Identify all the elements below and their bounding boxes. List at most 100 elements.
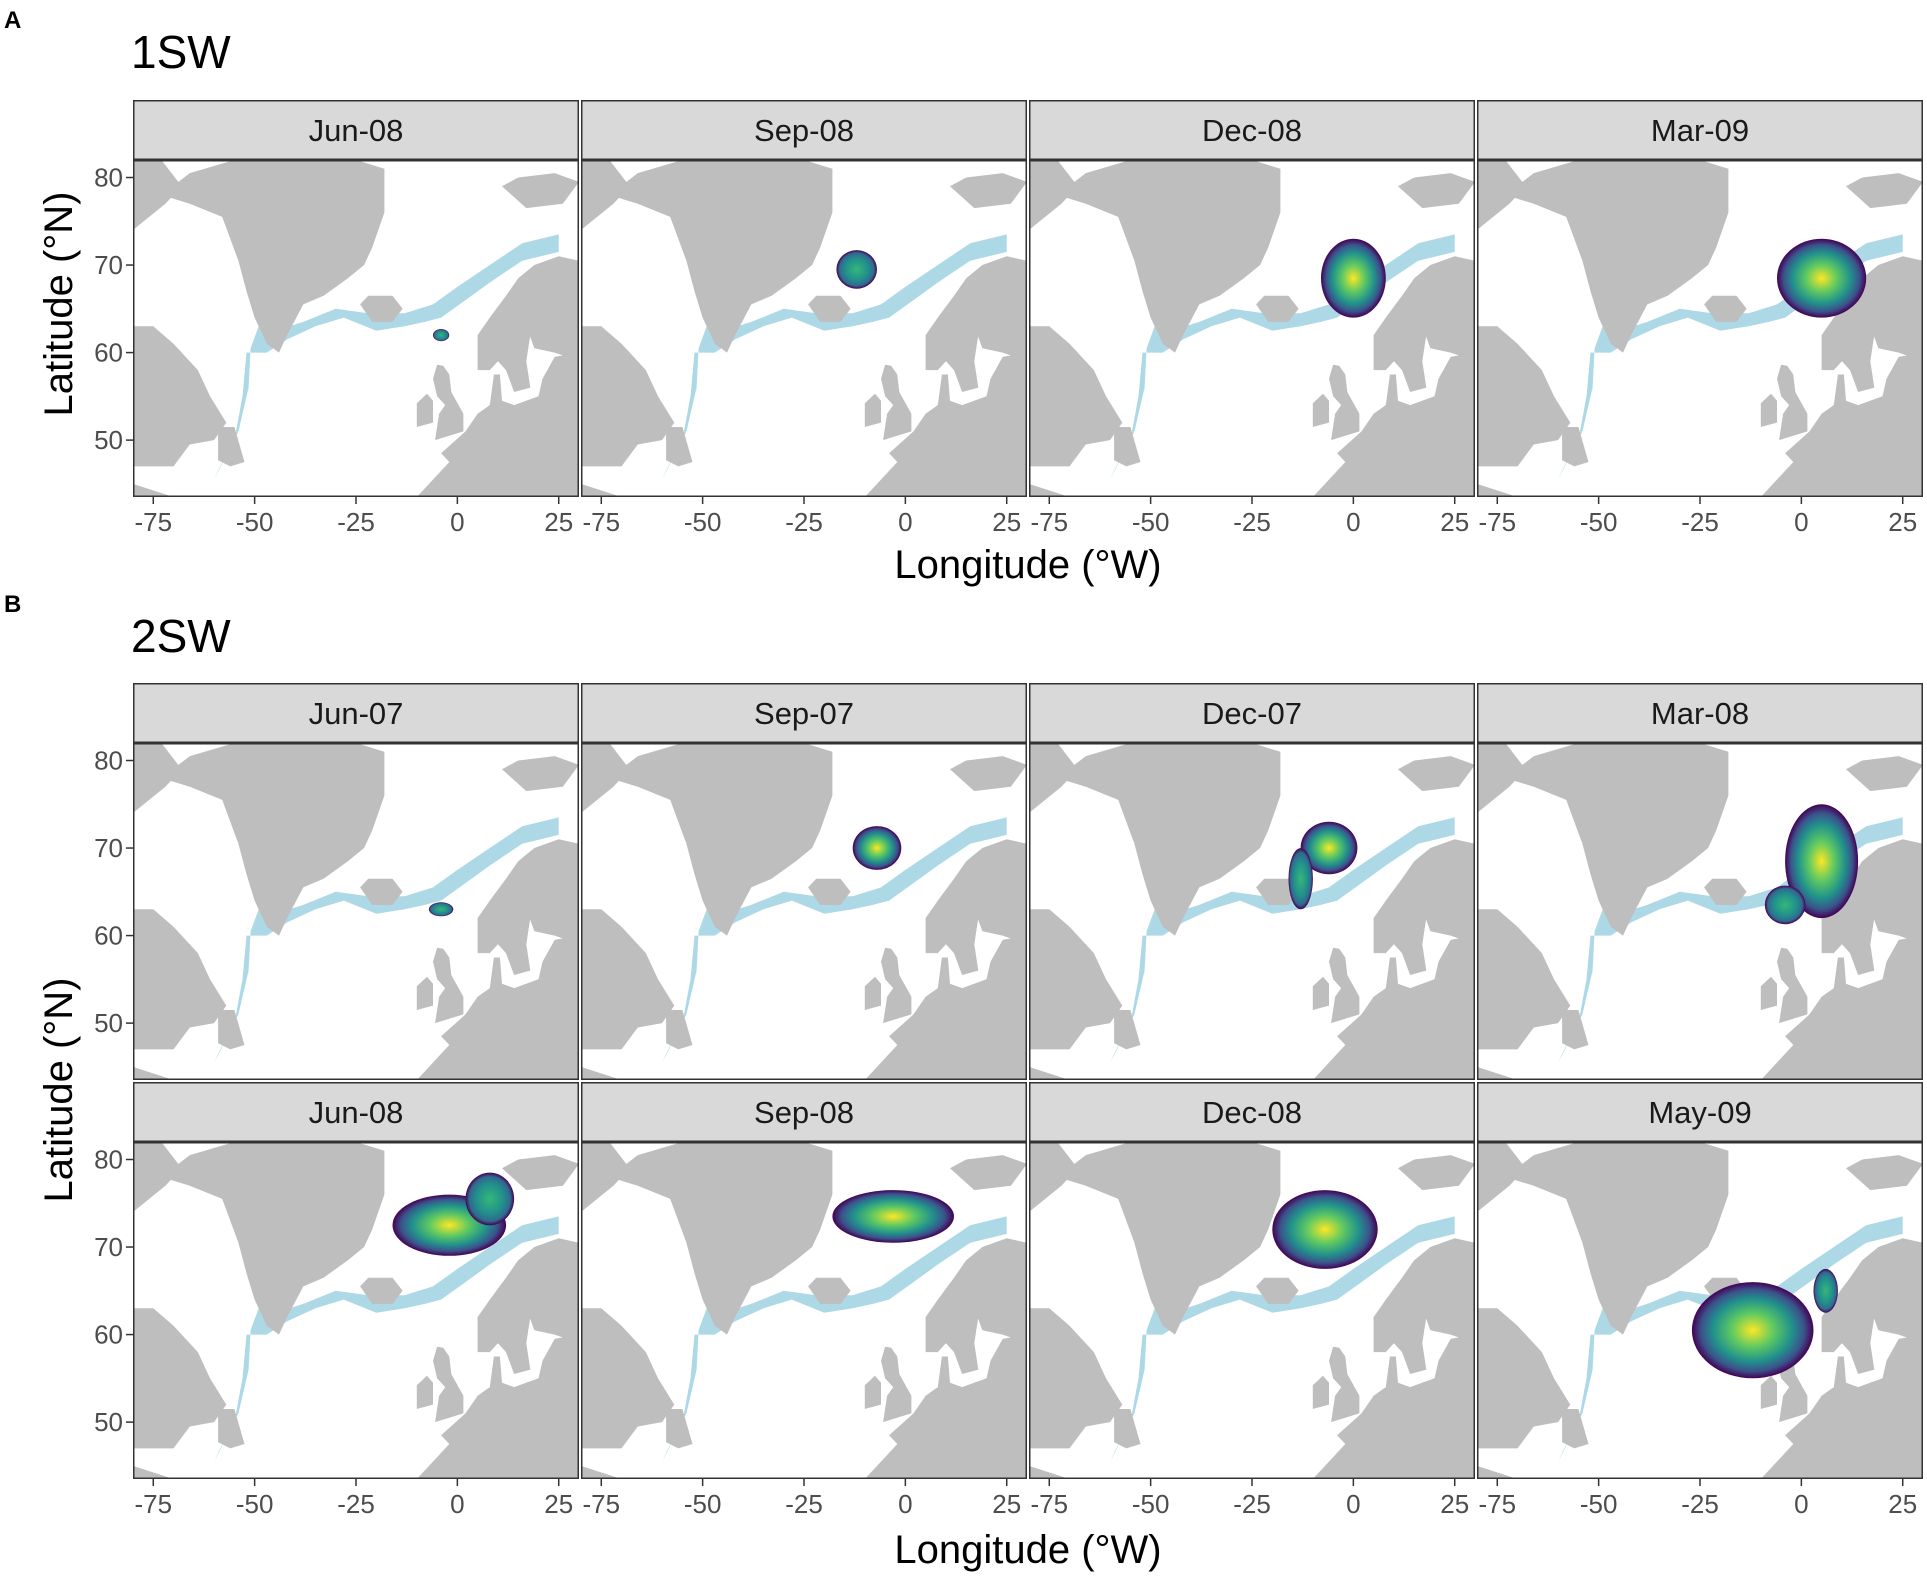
density-blob: [1288, 848, 1313, 910]
land-north-america: [133, 483, 174, 497]
land-svalbard: [1398, 173, 1475, 209]
facet-strip-label: Mar-08: [1651, 696, 1749, 731]
map-area: [1029, 160, 1475, 497]
map-frame: [1029, 160, 1475, 497]
land-ireland: [416, 976, 433, 1010]
facet-strip-label: May-09: [1648, 1095, 1751, 1130]
land-north-america: [1477, 743, 1526, 813]
land-iceland: [1256, 1277, 1299, 1304]
land-greenland: [1057, 743, 1281, 936]
land-ireland: [864, 1375, 881, 1409]
land-svalbard: [1846, 1155, 1923, 1191]
y-tick-label: 70: [94, 833, 123, 863]
land-svalbard: [1398, 1155, 1475, 1191]
land-ireland: [1312, 393, 1329, 427]
land-iceland: [808, 878, 851, 905]
land-scandinavia: [925, 839, 1027, 975]
map-area: [581, 743, 1027, 1080]
facet-map: [133, 160, 579, 497]
x-axis-b: -75 -50 -25 0 25 -75 -50 -25 0 25 -75 -50 -25 0 25 -75 -…: [134, 1479, 1917, 1519]
facet-map: [1477, 1142, 1923, 1479]
x-tick-label: -50: [236, 507, 274, 537]
land-greenland: [1505, 743, 1729, 936]
facet-strip-label: Sep-07: [754, 696, 854, 731]
land-scandinavia: [477, 1238, 579, 1374]
facet-dec-07: Dec-07: [1029, 683, 1475, 1080]
facet-jun-08: Jun-08: [133, 1082, 579, 1479]
land-ireland: [416, 1375, 433, 1409]
land-ireland: [1760, 976, 1777, 1010]
facet-grid-a: Jun-08 Sep-08 Dec-08 Mar-09: [133, 100, 1923, 497]
panel-a-1sw: A 1SW Jun-08 Sep-08 Dec-08 Mar-09 50607080 …: [4, 7, 1923, 587]
facet-strip: [1029, 100, 1475, 160]
land-north-america: [581, 743, 630, 813]
facet-grid-b: Jun-07 Sep-07 Dec-07 Mar-08 Jun-08 Sep-08 Dec-…: [133, 683, 1923, 1479]
land-north-america: [1029, 1142, 1078, 1212]
facet-may-09: May-09: [1477, 1082, 1923, 1479]
land-europe: [1760, 352, 1923, 497]
x-tick-label: 0: [1346, 1489, 1360, 1519]
x-tick-label: -50: [236, 1489, 274, 1519]
density-blob: [836, 250, 877, 289]
x-tick-label: -25: [1681, 1489, 1719, 1519]
land-north-america: [218, 427, 245, 467]
x-tick-label: -50: [1132, 1489, 1170, 1519]
land-svalbard: [502, 1155, 579, 1191]
x-tick-label: 25: [992, 1489, 1021, 1519]
map-frame: [133, 160, 579, 497]
facet-strip-label: Jun-08: [309, 1095, 404, 1130]
x-tick-label: -25: [337, 507, 375, 537]
facet-strip-label: Dec-07: [1202, 696, 1302, 731]
map-frame: [1029, 743, 1475, 1080]
land-europe: [1312, 1334, 1475, 1479]
facet-map: [133, 743, 579, 1080]
facet-strip: [133, 1082, 579, 1142]
facet-dec-08: Dec-08: [1029, 1082, 1475, 1479]
facet-map: [581, 160, 1027, 497]
x-tick-label: 25: [1440, 1489, 1469, 1519]
land-iceland: [808, 295, 851, 322]
density-blob: [1321, 238, 1386, 318]
map-frame: [581, 743, 1027, 1080]
land-svalbard: [1398, 756, 1475, 792]
land-greenland: [1505, 1142, 1729, 1335]
x-axis-a: -75 -50 -25 0 25 -75 -50 -25 0 25 -75 -50 -25 0 25 -75 -…: [134, 497, 1917, 537]
land-north-america: [581, 1142, 630, 1212]
land-north-america: [133, 160, 182, 230]
facet-strip-label: Sep-08: [754, 1095, 854, 1130]
facet-strip-label: Dec-08: [1202, 113, 1302, 148]
facet-strip: [133, 683, 579, 743]
map-frame: [1477, 743, 1923, 1080]
land-great-britain: [1777, 364, 1808, 441]
map-area: [1477, 743, 1923, 1080]
land-europe: [1760, 1334, 1923, 1479]
facet-map: [1477, 743, 1923, 1080]
facet-mar-09: Mar-09: [1477, 100, 1923, 497]
facet-strip: [1477, 683, 1923, 743]
x-tick-label: 25: [544, 1489, 573, 1519]
x-tick-label: 0: [898, 1489, 912, 1519]
land-iceland: [1704, 878, 1747, 905]
density-blob: [428, 902, 454, 917]
x-tick-label: 0: [450, 507, 464, 537]
y-axis-title-b: Latitude (°N): [37, 978, 81, 1203]
x-tick-label: 0: [1794, 1489, 1808, 1519]
land-iceland: [360, 1277, 403, 1304]
land-great-britain: [881, 364, 912, 441]
facet-map: [133, 1142, 579, 1479]
land-greenland: [1505, 160, 1729, 353]
land-north-america: [1562, 427, 1589, 467]
habitat-area: [214, 817, 559, 1063]
map-frame: [1029, 1142, 1475, 1479]
x-tick-label: -25: [337, 1489, 375, 1519]
panel-title-1sw: 1SW: [131, 26, 231, 78]
facet-strip-label: Dec-08: [1202, 1095, 1302, 1130]
x-tick-label: -75: [134, 1489, 172, 1519]
density-blob: [433, 329, 450, 342]
land-north-america: [581, 160, 630, 230]
x-tick-label: -75: [1030, 1489, 1068, 1519]
x-tick-label: 25: [1440, 507, 1469, 537]
land-great-britain: [1329, 1346, 1360, 1423]
land-north-america: [666, 427, 693, 467]
land-north-america: [666, 1010, 693, 1050]
